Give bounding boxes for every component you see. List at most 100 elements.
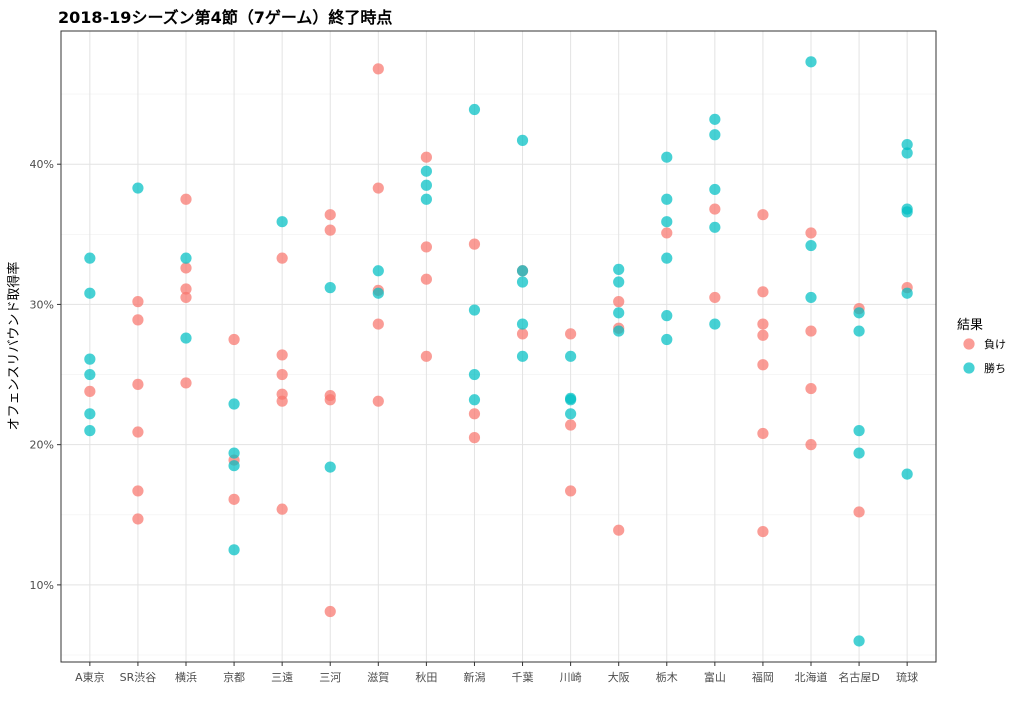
x-tick-label: 富山 [704,670,726,684]
data-point [468,304,481,316]
data-point [853,635,865,647]
x-tick-label: 川崎 [560,670,582,684]
x-tick-label: 新潟 [463,670,485,684]
data-point [180,283,192,295]
data-point [516,318,529,330]
data-point [661,151,673,163]
data-point [468,368,481,381]
data-point [276,395,288,407]
chart-title: 2018-19シーズン第4節（7ゲーム）終了時点 [58,8,392,27]
data-point [372,318,384,330]
minor-gridlines [61,93,936,656]
data-point [516,265,529,277]
legend-label: 勝ち [984,361,1006,375]
data-point [516,134,529,146]
data-point [613,524,625,536]
data-point [420,179,432,191]
legend-label: 負け [984,338,1006,351]
data-point [372,287,384,299]
data-point [228,447,240,459]
data-point [757,329,769,341]
data-point [613,263,625,275]
data-point [324,605,336,618]
data-point [709,291,721,304]
data-point [276,216,288,228]
data-point [757,286,769,298]
data-point [228,460,240,472]
data-point [132,182,144,194]
data-point [805,56,817,68]
legend-key [963,362,975,374]
data-point [661,216,673,228]
data-point [420,273,432,285]
x-tick-label: 滋賀 [367,671,389,684]
major-gridlines [61,31,936,662]
data-point [420,165,432,177]
data-point [565,350,577,362]
data-point [228,398,240,410]
y-tick-label: 40% [30,158,54,171]
data-point [180,377,192,389]
data-point [276,349,288,361]
data-point [853,307,865,319]
data-point [709,113,721,125]
data-point [372,63,384,75]
data-point [661,252,673,264]
x-tick-label: 北海道 [795,670,828,684]
data-point [661,193,673,205]
data-point [180,262,192,274]
x-tick-label: 福岡 [752,670,774,684]
data-point [757,359,769,371]
data-point [901,147,913,159]
data-point [613,325,625,337]
data-point [468,432,481,444]
data-point [468,408,481,420]
data-point [228,333,240,346]
data-point [805,325,817,337]
x-tick-label: 琉球 [896,670,918,684]
data-point [805,227,817,239]
data-point [180,193,192,205]
data-point [84,408,96,420]
data-point [84,252,96,264]
data-point [276,503,288,515]
legend-key [963,338,975,350]
data-point [757,427,769,440]
data-point [132,513,144,525]
data-point [901,287,913,299]
data-point [709,221,721,233]
data-point [180,332,192,344]
data-point [84,287,96,299]
data-point [324,224,336,236]
data-point [84,425,96,437]
data-point [661,227,673,239]
data-point [372,395,384,407]
data-point [516,328,529,340]
data-point [372,265,384,277]
data-point [324,461,336,473]
data-point [901,138,913,151]
data-point [276,368,288,381]
data-point [709,203,721,215]
y-tick-label: 30% [30,298,54,311]
data-point [613,276,625,288]
data-point [853,506,865,518]
x-tick-label: 三河 [319,671,341,684]
data-point [613,307,625,319]
y-tick-label: 20% [30,439,54,452]
data-point [805,291,817,304]
data-point [180,291,192,304]
data-point [613,296,625,308]
data-point [132,485,144,497]
data-point [709,318,721,330]
data-point [132,378,144,390]
data-point [132,426,144,438]
data-point [853,425,865,437]
data-point [805,439,817,451]
data-point [228,493,240,505]
data-point [516,350,529,362]
